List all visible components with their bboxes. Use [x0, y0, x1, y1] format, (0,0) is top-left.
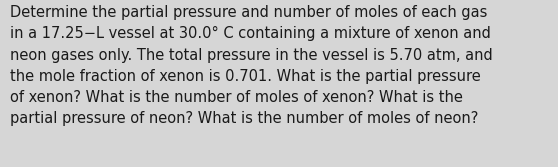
Text: Determine the partial pressure and number of moles of each gas
in a 17.25−L vess: Determine the partial pressure and numbe… — [10, 5, 493, 126]
